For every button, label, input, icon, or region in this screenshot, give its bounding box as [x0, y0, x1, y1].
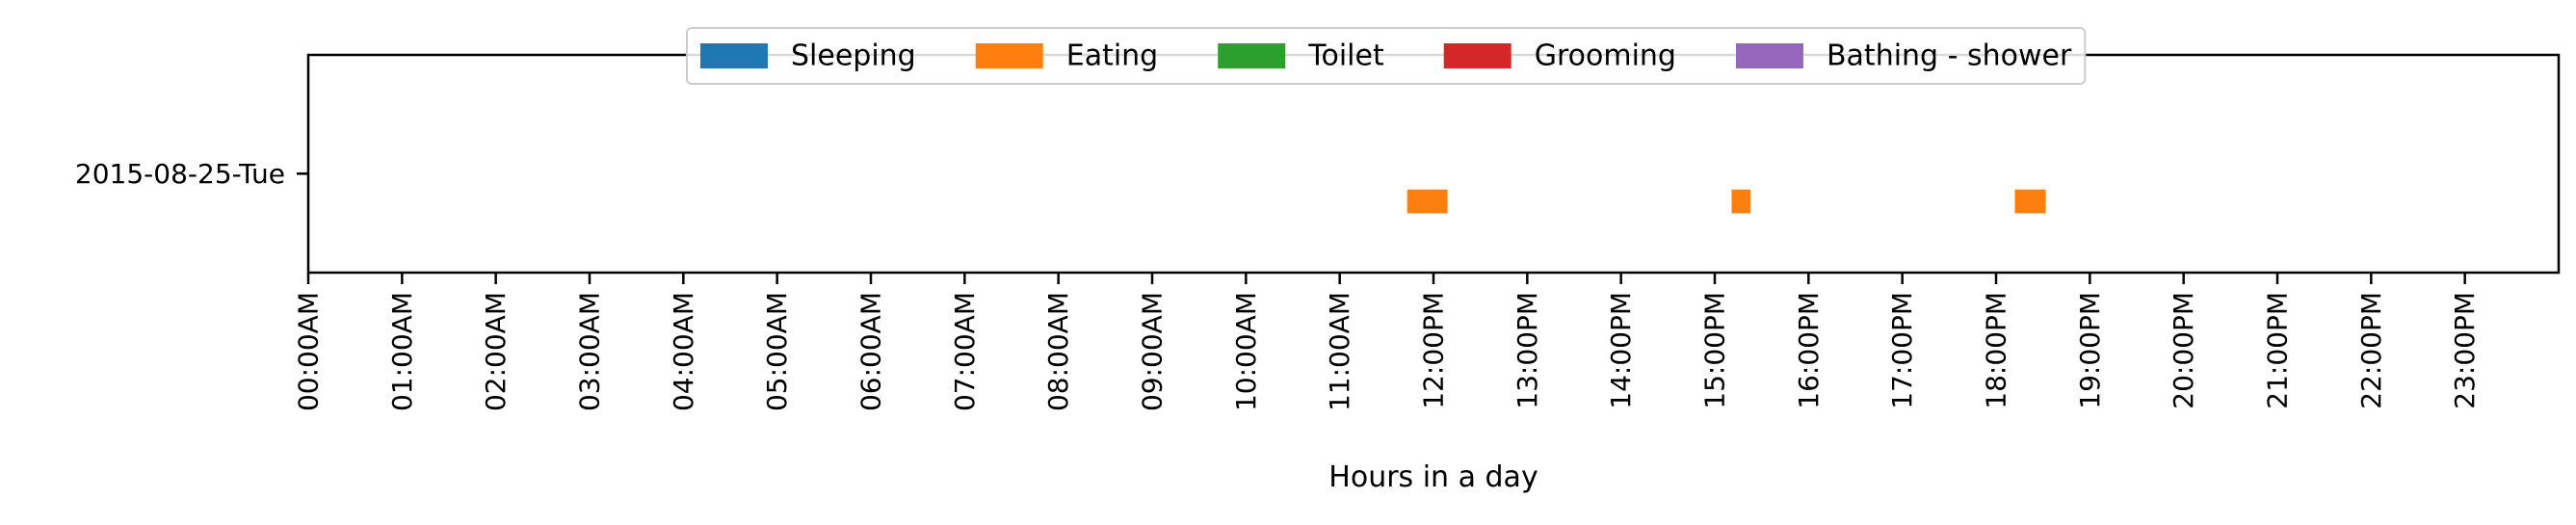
y-tick-label: 2015-08-25-Tue — [75, 158, 285, 190]
bars-layer — [1406, 189, 2046, 214]
legend-label-eating: Eating — [1066, 39, 1159, 73]
legend-swatch-eating — [975, 43, 1043, 68]
legend-swatch-toilet — [1218, 43, 1286, 68]
legend-label-bathing-shower: Bathing - shower — [1827, 39, 2072, 73]
x-tick-label: 22:00PM — [2355, 292, 2387, 409]
event-bar-eating-1 — [1406, 189, 1448, 214]
x-tick-label: 03:00AM — [574, 292, 606, 411]
legend-label-grooming: Grooming — [1535, 39, 1676, 73]
event-bar-eating-2 — [1731, 189, 1750, 214]
legend-frame — [686, 27, 2087, 85]
x-tick-label: 18:00PM — [1981, 292, 2012, 409]
x-tick-label: 10:00AM — [1230, 292, 1262, 411]
x-tick-label: 19:00PM — [2074, 292, 2106, 409]
x-tick-label: 11:00AM — [1324, 292, 1355, 411]
x-axis-label: Hours in a day — [1328, 460, 1538, 494]
legend-swatch-bathing-shower — [1735, 43, 1803, 68]
x-tick-label: 13:00PM — [1511, 292, 1543, 409]
x-tick-label: 20:00PM — [2168, 292, 2199, 409]
x-tick-label: 04:00AM — [668, 292, 699, 411]
legend-label-toilet: Toilet — [1307, 39, 1384, 73]
x-tick-label: 16:00PM — [1793, 292, 1825, 409]
legend-label-sleeping: Sleeping — [791, 39, 916, 73]
x-tick-label: 07:00AM — [949, 292, 981, 411]
x-tick-label: 14:00PM — [1605, 292, 1637, 409]
x-tick-label: 21:00PM — [2262, 292, 2294, 409]
y-axis-ticks: 2015-08-25-Tue — [75, 158, 308, 190]
x-tick-label: 08:00AM — [1042, 292, 1074, 411]
x-axis-ticks: 00:00AM 01:00AM 02:00AM 03:00AM 04:00AM 05:00… — [293, 273, 2481, 411]
x-tick-label: 12:00PM — [1418, 292, 1450, 409]
x-tick-label: 15:00PM — [1699, 292, 1731, 409]
legend-swatch-sleeping — [700, 43, 768, 68]
legend: Sleeping Eating Toilet Grooming Bathing - sh… — [686, 27, 2087, 85]
x-tick-label: 01:00AM — [386, 292, 418, 411]
x-tick-label: 02:00AM — [480, 292, 512, 411]
x-tick-label: 23:00PM — [2449, 292, 2481, 409]
event-bar-eating-3 — [2014, 189, 2046, 214]
x-tick-label: 05:00AM — [761, 292, 793, 411]
plot-area — [308, 55, 2559, 273]
x-tick-label: 17:00PM — [1886, 292, 1918, 409]
x-tick-label: 06:00AM — [855, 292, 887, 411]
legend-swatch-grooming — [1443, 43, 1511, 68]
x-tick-label: 00:00AM — [293, 292, 325, 411]
x-tick-label: 09:00AM — [1137, 292, 1169, 411]
